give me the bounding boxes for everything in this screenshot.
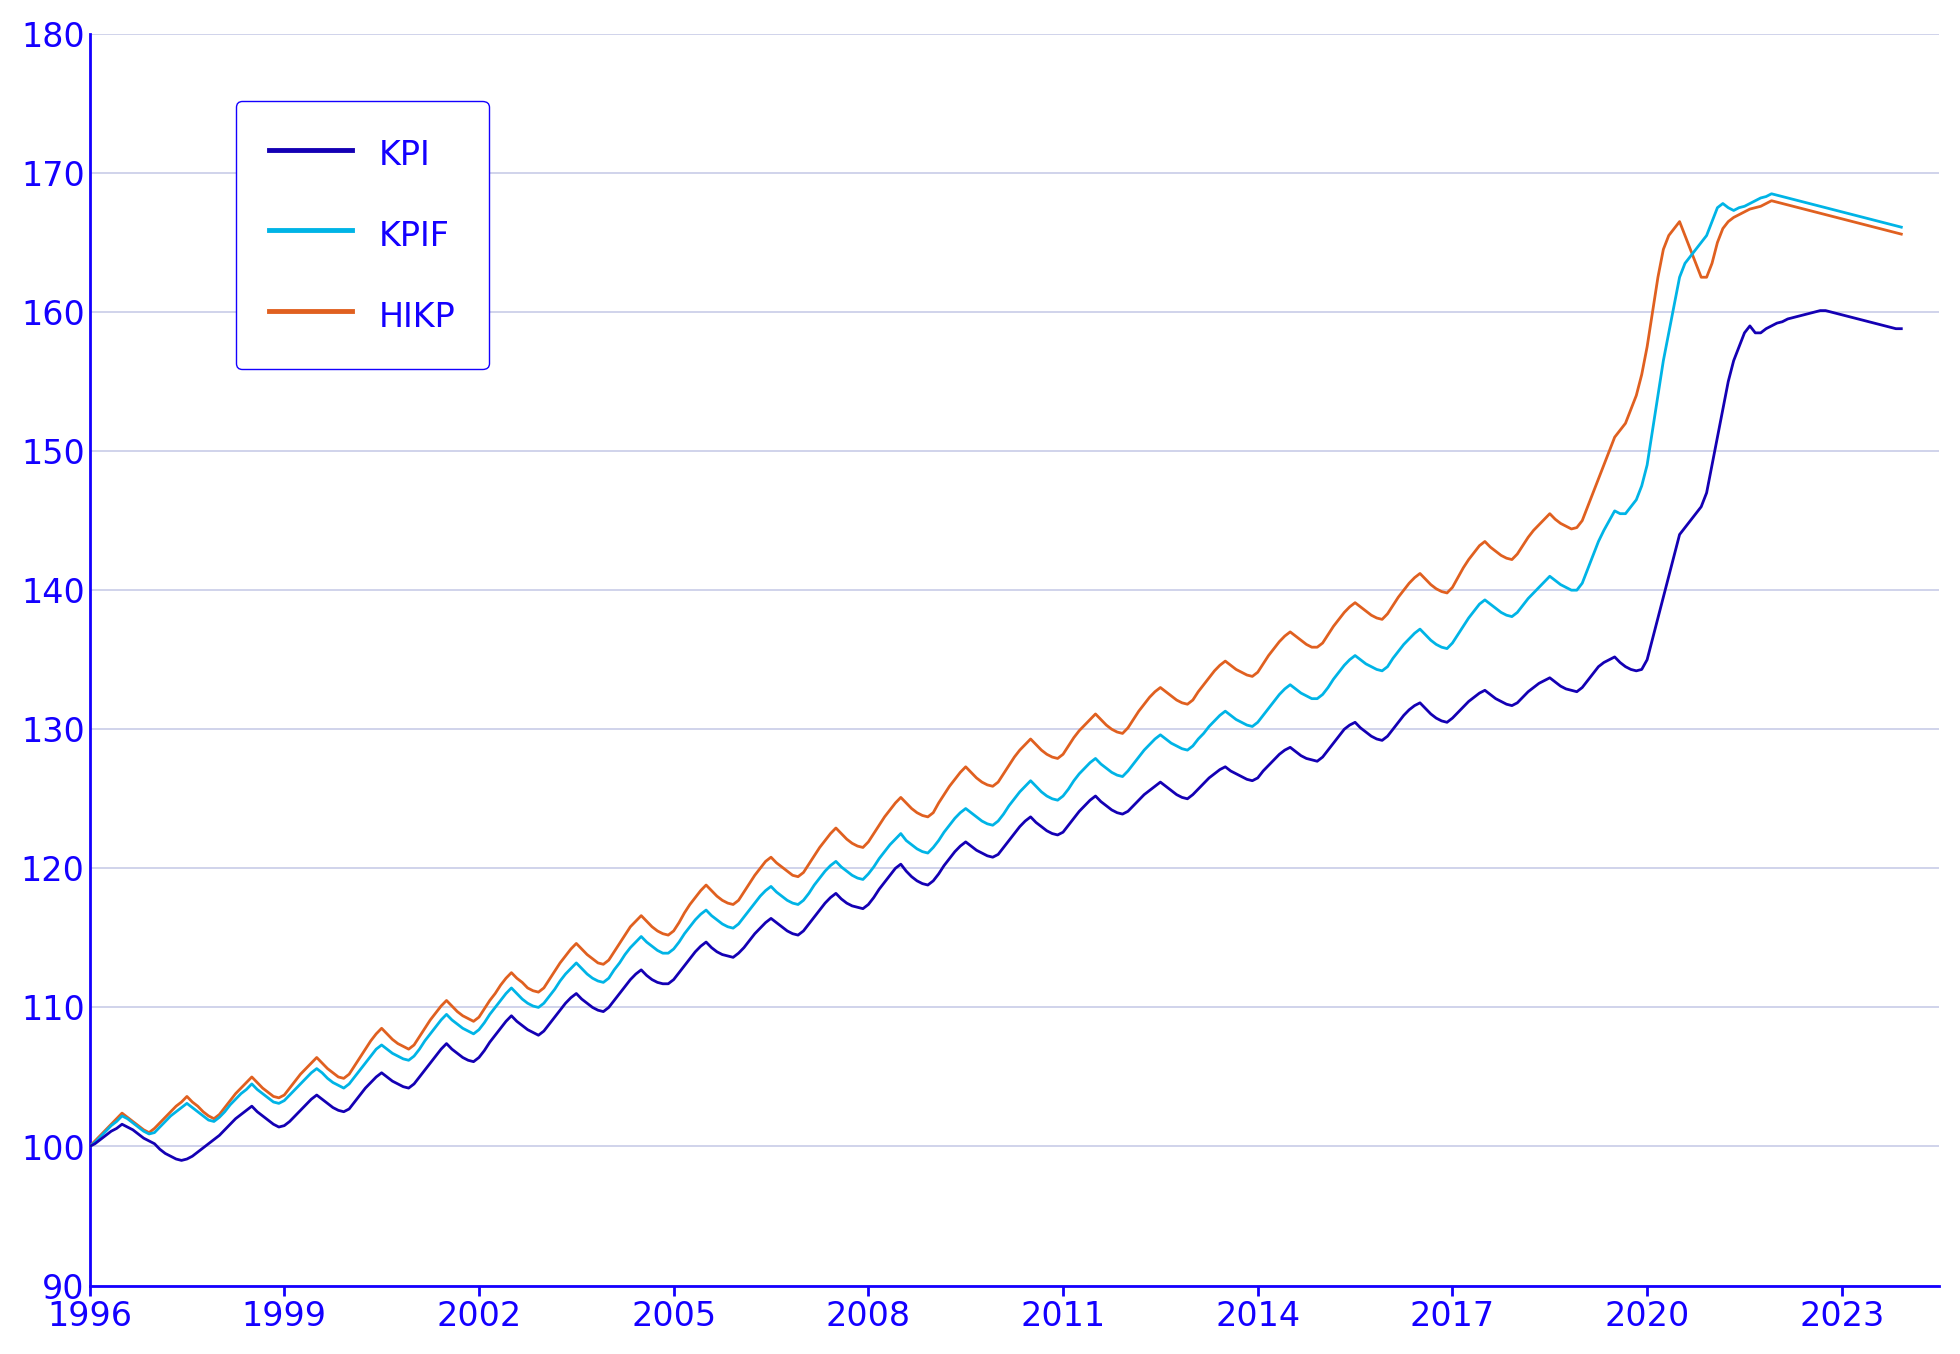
HIKP: [78, 1139, 102, 1155]
KPI: [484, 1028, 508, 1044]
HIKP: [1560, 521, 1584, 538]
KPI: [1889, 321, 1913, 337]
KPIF: [1760, 185, 1784, 202]
HIKP: [1889, 226, 1913, 242]
KPIF: [1560, 582, 1584, 598]
HIKP: [1582, 485, 1605, 501]
HIKP: [100, 1116, 123, 1132]
KPIF: [78, 1139, 102, 1155]
KPI: [1809, 302, 1833, 318]
KPIF: [478, 1006, 502, 1022]
KPI: [171, 1152, 194, 1169]
KPI: [78, 1139, 102, 1155]
Line: HIKP: HIKP: [90, 200, 1901, 1147]
HIKP: [619, 918, 643, 934]
KPIF: [1582, 547, 1605, 563]
KPIF: [619, 940, 643, 956]
Line: KPI: KPI: [90, 310, 1901, 1160]
KPI: [623, 965, 647, 982]
KPI: [100, 1122, 123, 1139]
Legend: KPI, KPIF, HIKP: KPI, KPIF, HIKP: [235, 100, 490, 370]
HIKP: [1094, 718, 1117, 734]
KPI: [1100, 802, 1123, 818]
KPI: [1588, 658, 1611, 674]
KPIF: [100, 1117, 123, 1133]
KPI: [1564, 684, 1588, 700]
KPIF: [1094, 760, 1117, 776]
KPIF: [1889, 219, 1913, 236]
HIKP: [1760, 192, 1784, 209]
Line: KPIF: KPIF: [90, 194, 1901, 1147]
HIKP: [478, 992, 502, 1009]
